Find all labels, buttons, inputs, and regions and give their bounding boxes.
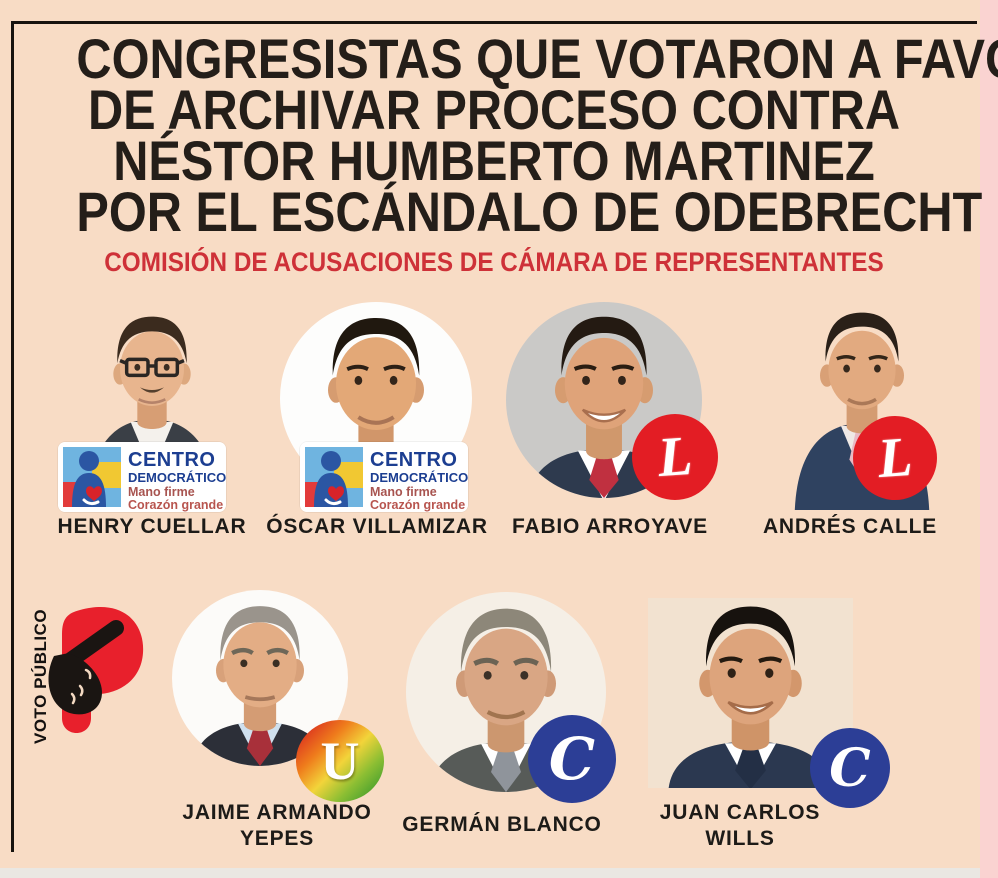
- pointing-hand-icon: [60, 620, 124, 670]
- partido-de-la-u-badge: U: [296, 720, 384, 802]
- centro-democratico-logo: CENTRO DEMOCRÁTICO Mano firme Corazón gr…: [300, 442, 468, 512]
- cd-logo-text-2: DEMOCRÁTICO: [128, 470, 226, 485]
- title-line-1: CONGRESISTAS QUE VOTARON A FAVOR: [76, 27, 998, 90]
- glasses-icon: [119, 357, 185, 378]
- portrait-german-blanco: [406, 592, 606, 792]
- member-name-henry-cuellar: HENRY CUELLAR: [57, 515, 247, 538]
- heart-icon: [86, 486, 102, 501]
- partido-conservador-c-badge: C: [810, 728, 890, 808]
- poster-title: CONGRESISTAS QUE VOTARON A FAVOR DE ARCH…: [14, 27, 998, 243]
- person-illustration: [192, 606, 328, 766]
- cd-logo-tagline-1: Mano firme: [128, 485, 195, 499]
- title-line-4: POR EL ESCÁNDALO DE ODEBRECHT: [76, 180, 983, 243]
- partido-conservador-c-badge: C: [528, 715, 616, 803]
- right-edge-strip: [980, 0, 998, 878]
- cd-logo-text-1: CENTRO: [370, 449, 457, 471]
- cd-logo-text-2: DEMOCRÁTICO: [370, 470, 468, 485]
- title-line-2: DE ARCHIVAR PROCESO CONTRA: [87, 78, 901, 141]
- title-line-3: NÉSTOR HUMBERTO MARTINEZ: [113, 129, 875, 192]
- member-name-andres-calle: ANDRÉS CALLE: [762, 515, 938, 538]
- partido-liberal-l-badge: L: [853, 416, 937, 500]
- u-party-letter: U: [320, 731, 360, 791]
- member-name-german-blanco: GERMÁN BLANCO: [402, 813, 602, 836]
- cd-logo-text-1: CENTRO: [128, 449, 215, 471]
- centro-democratico-logo: CENTRO DEMOCRÁTICO Mano firme Corazón gr…: [58, 442, 226, 512]
- frame-left-line: [11, 21, 14, 852]
- bottom-edge-strip: [0, 868, 980, 878]
- heart-icon: [328, 486, 344, 501]
- cd-logo-tagline-2: Corazón grande: [370, 498, 465, 512]
- person-illustration: [429, 608, 583, 792]
- member-name-juan-carlos-wills: JUAN CARLOS WILLS: [659, 801, 821, 851]
- member-name-jaime-armando-yepes: JAIME ARMANDO YEPES: [182, 801, 372, 851]
- voto-publico-logo: VOTO PÚBLICO: [28, 596, 148, 748]
- cd-logo-tagline-1: Mano firme: [370, 485, 437, 499]
- frame-top-line: [11, 21, 977, 24]
- conservador-letter: C: [548, 725, 596, 793]
- poster-subtitle: COMISIÓN DE ACUSACIONES DE CÁMARA DE REP…: [104, 247, 884, 277]
- voto-publico-label: VOTO PÚBLICO: [31, 609, 50, 744]
- cd-logo-tagline-2: Corazón grande: [128, 498, 223, 512]
- conservador-letter: C: [829, 737, 871, 799]
- partido-liberal-l-badge: L: [632, 414, 718, 500]
- person-illustration: [668, 606, 833, 788]
- member-name-oscar-villamizar: ÓSCAR VILLAMIZAR: [266, 515, 488, 538]
- member-name-fabio-arroyave: FABIO ARROYAVE: [512, 515, 708, 538]
- liberal-letter: L: [875, 425, 915, 491]
- liberal-letter: L: [655, 424, 695, 490]
